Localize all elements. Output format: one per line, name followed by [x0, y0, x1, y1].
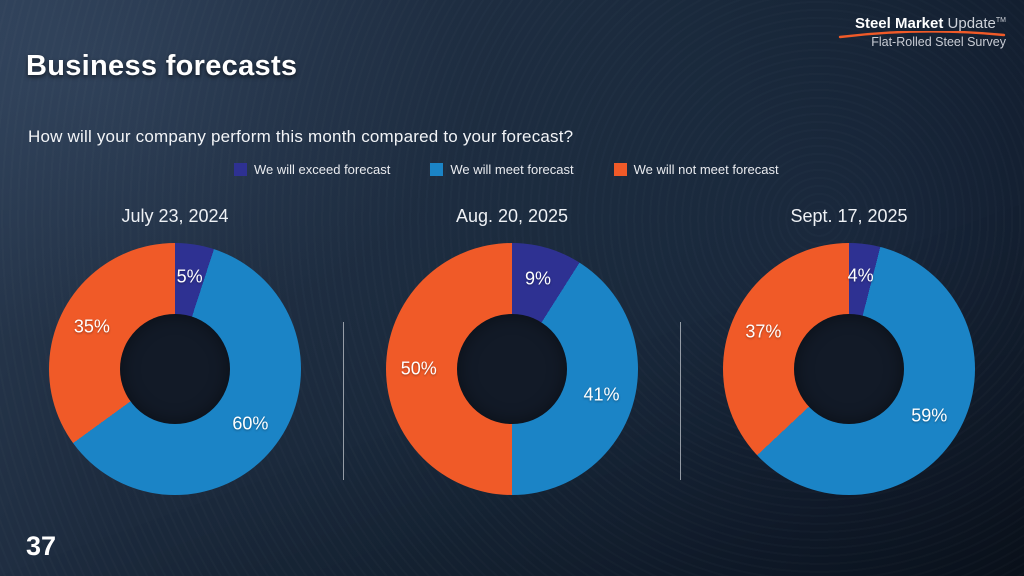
chart-title: July 23, 2024: [121, 206, 229, 226]
slice-label: 37%: [745, 321, 782, 342]
chart-divider: [680, 322, 681, 480]
legend-label: We will exceed forecast: [254, 162, 391, 177]
smu-logo-brand-bold: Steel Market: [854, 15, 944, 32]
legend-swatch-exceed-icon: [234, 163, 247, 176]
chart-divider: [343, 322, 344, 480]
smu-logo-brand-light: Update: [947, 15, 996, 32]
chart-legend: We will exceed forecast We will meet for…: [234, 162, 779, 177]
legend-swatch-not-meet-icon: [613, 163, 627, 176]
charts-row: July 23, 2024 5% 60% 35% Aug. 20, 2025 9% 4…: [0, 206, 1024, 495]
chart-title: Sept. 17, 2025: [790, 206, 908, 226]
slice-label: 35%: [73, 316, 110, 337]
donut-chart-july-2024: July 23, 2024 5% 60% 35%: [25, 206, 325, 495]
smu-logo: Steel Market UpdateTM Flat-Rolled Steel …: [838, 15, 1006, 49]
chart-title: Aug. 20, 2025: [455, 206, 569, 226]
donut-ring: 9% 41% 50%: [386, 243, 638, 495]
page-title: Business forecasts: [26, 50, 298, 82]
slice-label: 60%: [232, 413, 269, 434]
slice-label: 41%: [583, 384, 620, 405]
smu-logo-tm: TM: [995, 17, 1006, 24]
donut-ring: 4% 59% 37%: [723, 243, 975, 495]
slice-label: 9%: [524, 268, 552, 289]
legend-item-not-meet: We will not meet forecast: [613, 162, 779, 177]
legend-label: We will not meet forecast: [633, 162, 779, 177]
legend-label: We will meet forecast: [450, 162, 574, 177]
smu-logo-swoosh-icon: [838, 30, 1006, 38]
donut-chart-sept-2025: Sept. 17, 2025 4% 59% 37%: [699, 206, 999, 495]
slice-label: 5%: [176, 266, 203, 287]
smu-logo-tagline: Flat-Rolled Steel Survey: [871, 34, 1006, 49]
legend-swatch-meet-icon: [430, 163, 444, 176]
page-number: 37: [26, 531, 57, 561]
donut-ring: 5% 60% 35%: [49, 243, 301, 495]
donut-chart-aug-2025: Aug. 20, 2025 9% 41% 50%: [362, 206, 662, 495]
legend-item-exceed: We will exceed forecast: [234, 162, 390, 177]
slice-label: 4%: [847, 265, 874, 286]
legend-item-meet: We will meet forecast: [430, 162, 574, 177]
smu-logo-brand: Steel Market UpdateTM: [838, 15, 1006, 33]
slice-label: 59%: [911, 405, 948, 426]
question-text: How will your company perform this month…: [28, 127, 574, 146]
slice-label: 50%: [400, 358, 437, 379]
